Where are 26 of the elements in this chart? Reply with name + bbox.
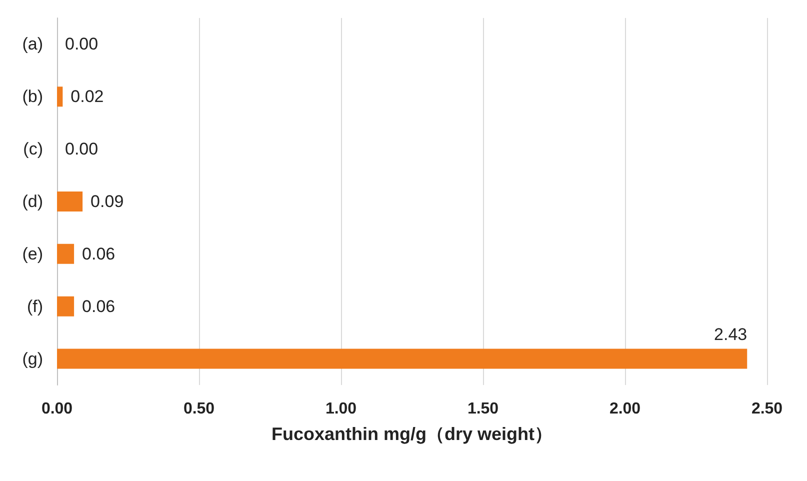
- data-label: 2.43: [714, 324, 748, 344]
- y-tick-label: (g): [22, 349, 43, 368]
- x-axis-title: Fucoxanthin mg/g（dry weight）: [271, 424, 553, 444]
- data-label: 0.06: [82, 296, 116, 316]
- y-tick-label: (d): [22, 192, 43, 211]
- data-label: 0.09: [90, 192, 124, 211]
- x-tick-label: 0.00: [41, 400, 73, 418]
- data-label: 0.02: [70, 87, 104, 106]
- x-tick-label: 1.50: [467, 400, 499, 418]
- bar: [57, 296, 74, 316]
- x-tick-label: 2.00: [609, 400, 641, 418]
- data-label: 0.00: [65, 34, 98, 54]
- y-tick-label: (e): [22, 244, 43, 264]
- bar: [57, 192, 83, 212]
- data-label: 0.06: [82, 244, 116, 264]
- x-tick-label: 2.50: [751, 400, 783, 418]
- x-tick-label: 0.50: [183, 400, 215, 418]
- y-tick-label: (c): [23, 140, 43, 159]
- bar: [57, 348, 748, 369]
- y-tick-label: (f): [26, 296, 43, 316]
- y-tick-label: (a): [22, 34, 43, 54]
- data-label: 0.00: [65, 140, 98, 159]
- y-tick-label: (b): [22, 87, 43, 106]
- x-tick-label: 1.00: [325, 400, 357, 418]
- bar: [57, 244, 74, 264]
- bar: [57, 86, 63, 107]
